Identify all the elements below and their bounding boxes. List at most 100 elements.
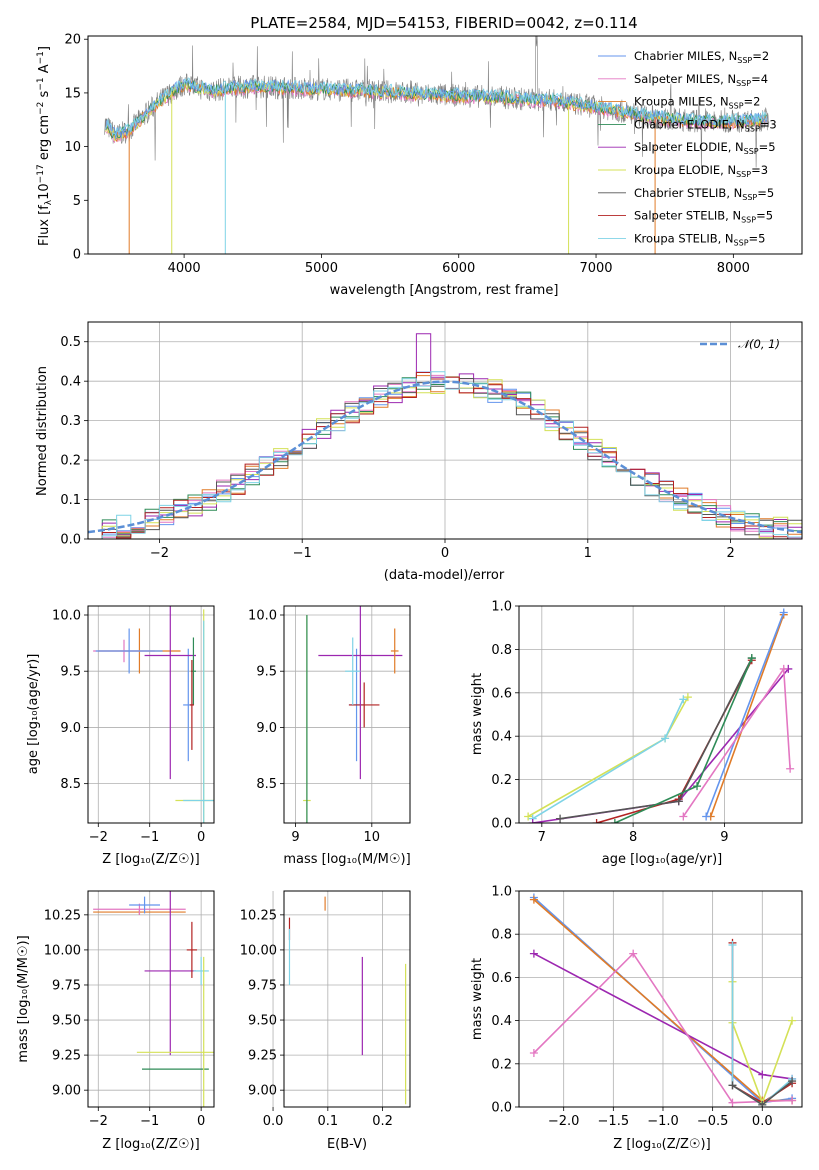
weight-marker [779, 608, 788, 617]
x-tick-label: 4000 [168, 261, 201, 276]
x-tick-label: 10 [364, 830, 381, 845]
x-tick-label: −1.5 [598, 1114, 630, 1129]
weight-marker [788, 1016, 797, 1025]
axes-frame [87, 890, 215, 1108]
y-tick-label: 9.5 [256, 665, 277, 680]
x-tick-label: 7000 [579, 261, 612, 276]
axes-frame [283, 605, 411, 824]
legend-entry: Salpeter MILES, NSSP=4 [634, 72, 768, 88]
x-tick-label: 8000 [717, 261, 750, 276]
x-tick-label: 2 [726, 546, 734, 561]
age-mass-plot-area: 9 10 8.5 9.0 9.5 10.0 [248, 605, 411, 845]
weight-z-panel: −2.0 −1.5 −1.0 −0.5 0.0 0.0 0.2 0.4 0.6 0.8 1.0 Z … [470, 885, 803, 1152]
weight-marker [758, 1070, 767, 1079]
y-tick-label: 0.5 [60, 335, 81, 350]
y-tick-label: 0.8 [491, 928, 512, 943]
y-tick-label: 1.0 [491, 885, 512, 900]
y-tick-label: 0 [73, 248, 81, 263]
x-tick-label: 9 [291, 830, 299, 845]
legend-entry: Chabrier STELIB, NSSP=5 [634, 186, 774, 202]
age-z-plot-area: −2 −1 0 8.5 9.0 9.5 10.0 [52, 605, 215, 845]
axes-frame [87, 35, 803, 255]
x-tick-label: 0.1 [317, 1114, 338, 1129]
y-tick-label: 0.6 [491, 971, 512, 986]
y-tick-label: 0.4 [60, 375, 81, 390]
weight-marker [788, 1077, 797, 1086]
weight-marker [679, 812, 688, 821]
plot-body [93, 606, 214, 823]
axes-frame [87, 321, 803, 540]
legend-entry: Salpeter STELIB, NSSP=5 [634, 209, 773, 225]
x-tick-label: 0.2 [372, 1114, 393, 1129]
legend-entry: Chabrier ELODIE, NSSP=3 [634, 117, 777, 133]
mass-z-ylabel: mass [log₁₀(M/M☉)] [16, 935, 31, 1062]
y-tick-label: 0.3 [60, 414, 81, 429]
y-tick-label: 10.25 [240, 908, 277, 923]
x-tick-label: 7 [538, 830, 546, 845]
y-tick-label: 10.00 [44, 943, 81, 958]
x-tick-label: −0.5 [697, 1114, 729, 1129]
residuals-plot-area: −2 −1 0 1 2 0.0 0.1 0.2 0.3 0.4 0.5 [60, 321, 803, 561]
plot-body [524, 608, 795, 823]
axes-frame [283, 890, 411, 1108]
y-tick-label: 0.0 [491, 817, 512, 832]
legend-entry: Kroupa ELODIE, NSSP=3 [634, 163, 768, 179]
weight-marker [702, 812, 711, 821]
weight-marker [758, 1100, 767, 1107]
weight-marker [556, 814, 565, 823]
mass-z-panel: −2 −1 0 9.00 9.25 9.50 9.75 10.00 10.25 Z [log₁₀… [16, 890, 215, 1152]
y-tick-label: 9.0 [256, 721, 277, 736]
weight-marker [610, 819, 619, 823]
weight-series-line [705, 612, 785, 817]
weight-age-ylabel: mass weight [470, 673, 485, 755]
y-tick-label: 10.25 [44, 908, 81, 923]
x-tick-label: 0 [197, 1114, 205, 1129]
y-tick-label: 9.50 [248, 1014, 277, 1029]
x-tick-label: 0 [197, 830, 205, 845]
age-z-ylabel: age [log₁₀(age/yr)] [26, 654, 41, 775]
y-tick-label: 0.6 [491, 686, 512, 701]
x-tick-label: −2 [89, 830, 108, 845]
weight-marker [674, 797, 683, 806]
weight-marker [683, 693, 692, 702]
weight-marker [747, 654, 756, 663]
axes-frame [87, 605, 215, 824]
age-z-xlabel: Z [log₁₀(Z/Z☉)] [102, 852, 199, 867]
y-tick-label: 20 [64, 33, 81, 48]
model-spectrum [105, 77, 768, 136]
x-tick-label: −2 [150, 546, 169, 561]
model-spectrum [105, 78, 768, 140]
weight-age-plot-area: 7 8 9 0.0 0.2 0.4 0.6 0.8 1.0 [491, 600, 803, 845]
x-tick-label: 6000 [442, 261, 475, 276]
residuals-ylabel: Normed distribution [35, 366, 50, 496]
weight-marker [728, 1098, 737, 1107]
y-tick-label: 0.8 [491, 643, 512, 658]
y-tick-label: 9.50 [52, 1014, 81, 1029]
legend-entry: Chabrier MILES, NSSP=2 [634, 49, 769, 65]
x-tick-label: 0.0 [752, 1114, 773, 1129]
x-tick-label: −1 [140, 1114, 159, 1129]
plot-body [104, 36, 770, 254]
weight-age-xlabel: age [log₁₀(age/yr)] [602, 852, 723, 867]
mass-z-plot-area: −2 −1 0 9.00 9.25 9.50 9.75 10.00 10.25 [44, 890, 215, 1129]
y-tick-label: 9.75 [52, 978, 81, 993]
weight-marker [661, 734, 670, 743]
spectrum-xlabel: wavelength [Angstrom, rest frame] [330, 283, 559, 298]
y-tick-label: 0.2 [60, 454, 81, 469]
x-tick-label: −1 [293, 546, 312, 561]
plot-body [93, 891, 214, 1107]
plot-body [303, 606, 403, 823]
y-tick-label: 8.5 [60, 777, 81, 792]
weight-marker [529, 1049, 538, 1057]
spectrum-legend: Chabrier MILES, NSSP=2 Salpeter MILES, NS… [598, 49, 777, 247]
mass-ebv-panel: 0.0 0.1 0.2 9.00 9.25 9.50 9.75 10.00 10.25 E(B-… [240, 890, 411, 1152]
weight-marker [788, 1096, 797, 1105]
mass-ebv-xlabel: E(B-V) [327, 1137, 367, 1152]
y-tick-label: 9.00 [52, 1084, 81, 1099]
y-tick-label: 8.5 [256, 777, 277, 792]
y-tick-label: 10.00 [240, 943, 277, 958]
weight-marker [786, 764, 795, 773]
x-tick-label: 8 [629, 830, 637, 845]
y-tick-label: 0.4 [491, 1014, 512, 1029]
